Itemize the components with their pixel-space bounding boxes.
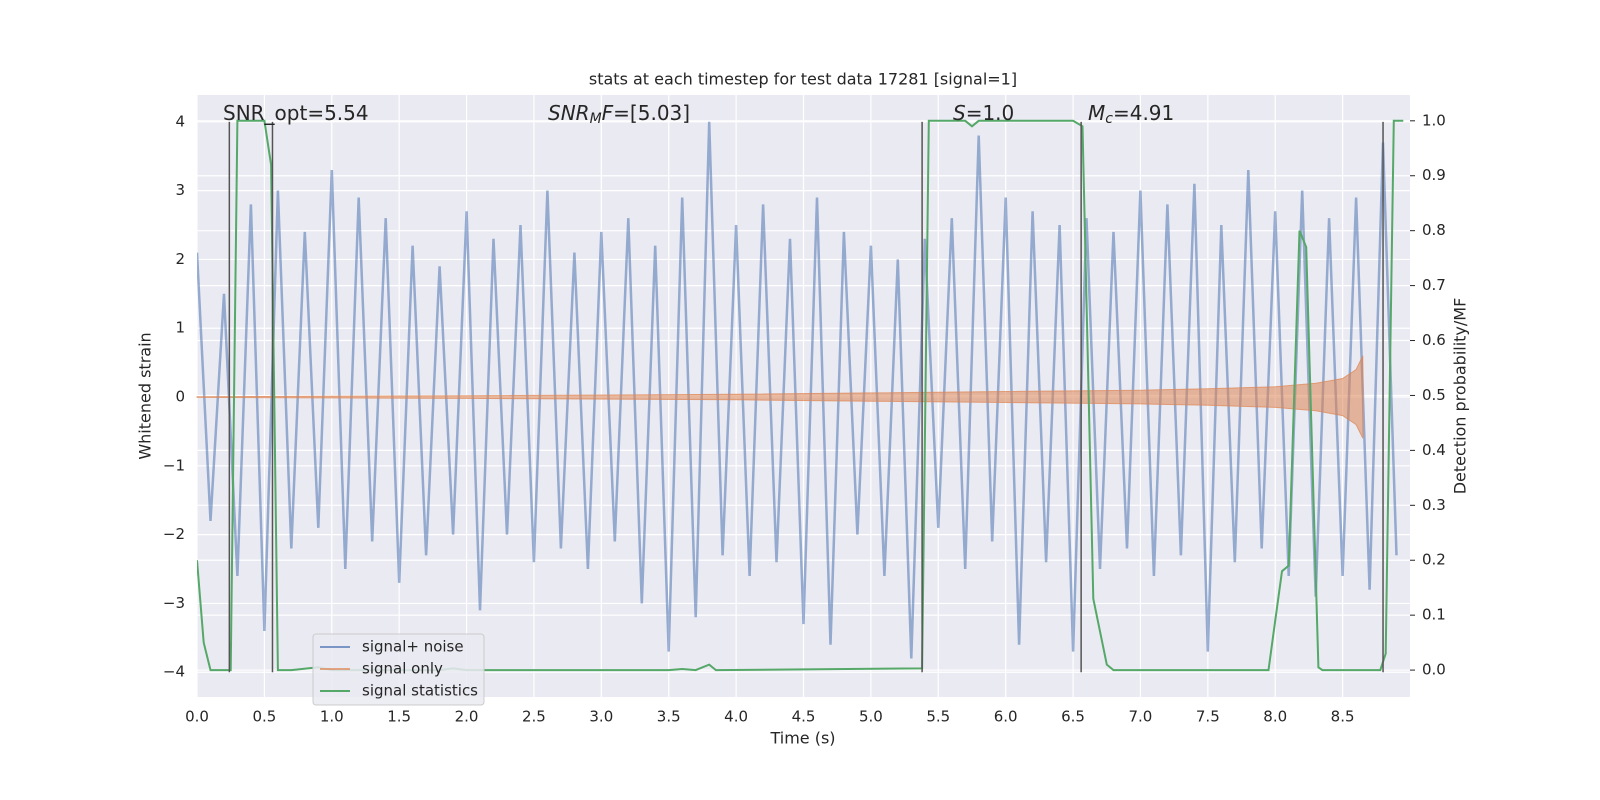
x-tick-label: 8.0	[1263, 708, 1287, 726]
annotation-part: SNR	[548, 101, 590, 125]
x-tick-label: 2.5	[522, 708, 546, 726]
annotation-part: F	[602, 101, 614, 125]
legend-label: signal statistics	[362, 682, 478, 700]
chart-title: stats at each timestep for test data 172…	[589, 70, 1017, 89]
y2-axis-label: Detection probability/MF	[1451, 298, 1470, 495]
y-tick-label: 2	[175, 250, 185, 268]
annotation-part: S	[953, 101, 966, 125]
annotation-part: =4.91	[1113, 101, 1174, 125]
y-tick-label: −4	[163, 663, 185, 681]
y-tick-label: 0	[175, 388, 185, 406]
series-line	[197, 119, 1404, 672]
annotation-part: =1.0	[966, 101, 1015, 125]
x-tick-label: 7.0	[1129, 708, 1153, 726]
x-tick-label: 6.5	[1061, 708, 1085, 726]
x-tick-label: 5.5	[926, 708, 950, 726]
y-tick-label: −3	[163, 594, 185, 612]
annotation: SNRMF=[5.03]	[548, 101, 690, 128]
legend-label: signal+ noise	[362, 638, 464, 656]
y-tick-label: 4	[175, 112, 185, 130]
y2-tick-label: 0.0	[1422, 661, 1446, 679]
series-line	[197, 121, 1398, 659]
x-tick-label: 3.5	[657, 708, 681, 726]
annotation-part: M	[590, 111, 602, 127]
x-tick-label: 5.0	[859, 708, 883, 726]
x-tick-label: 1.5	[387, 708, 411, 726]
annotation: SNR_opt=5.54	[223, 101, 369, 125]
x-tick-label: 0.0	[185, 708, 209, 726]
x-tick-label: 6.0	[994, 708, 1018, 726]
annotation-part: =[5.03]	[613, 101, 690, 125]
legend-box	[312, 633, 485, 706]
x-tick-label: 3.0	[589, 708, 613, 726]
x-tick-label: 4.0	[724, 708, 748, 726]
y2-tick-label: 0.7	[1422, 276, 1446, 294]
legend-label: signal only	[362, 660, 443, 678]
annotation-part: c	[1105, 111, 1113, 127]
y-tick-label: −2	[163, 525, 185, 543]
y2-tick-label: 0.1	[1422, 606, 1446, 624]
x-tick-label: 8.5	[1331, 708, 1355, 726]
series-envelope	[196, 355, 1364, 439]
x-axis-label: Time (s)	[769, 729, 835, 748]
y-tick-label: 3	[175, 181, 185, 199]
x-tick-label: 4.5	[792, 708, 816, 726]
y2-tick-label: 0.4	[1422, 441, 1446, 459]
y-tick-label: 1	[175, 319, 185, 337]
y2-tick-label: 0.3	[1422, 496, 1446, 514]
y2-tick-label: 0.5	[1422, 386, 1446, 404]
y2-tick-label: 0.2	[1422, 551, 1446, 569]
x-tick-label: 0.5	[252, 708, 276, 726]
annotation-part: M	[1088, 101, 1105, 125]
y2-tick-label: 0.8	[1422, 221, 1446, 239]
annotation-part: SNR_opt=5.54	[223, 101, 369, 125]
x-tick-label: 2.0	[455, 708, 479, 726]
y2-tick-label: 1.0	[1422, 111, 1446, 129]
x-tick-label: 1.0	[320, 708, 344, 726]
annotation: Mc=4.91	[1088, 101, 1174, 128]
annotation: S=1.0	[953, 101, 1014, 125]
y2-tick-label: 0.6	[1422, 331, 1446, 349]
y2-tick-label: 0.9	[1422, 166, 1446, 184]
y-tick-label: −1	[163, 456, 185, 474]
x-tick-label: 7.5	[1196, 708, 1220, 726]
y-axis-label: Whitened strain	[136, 332, 155, 459]
